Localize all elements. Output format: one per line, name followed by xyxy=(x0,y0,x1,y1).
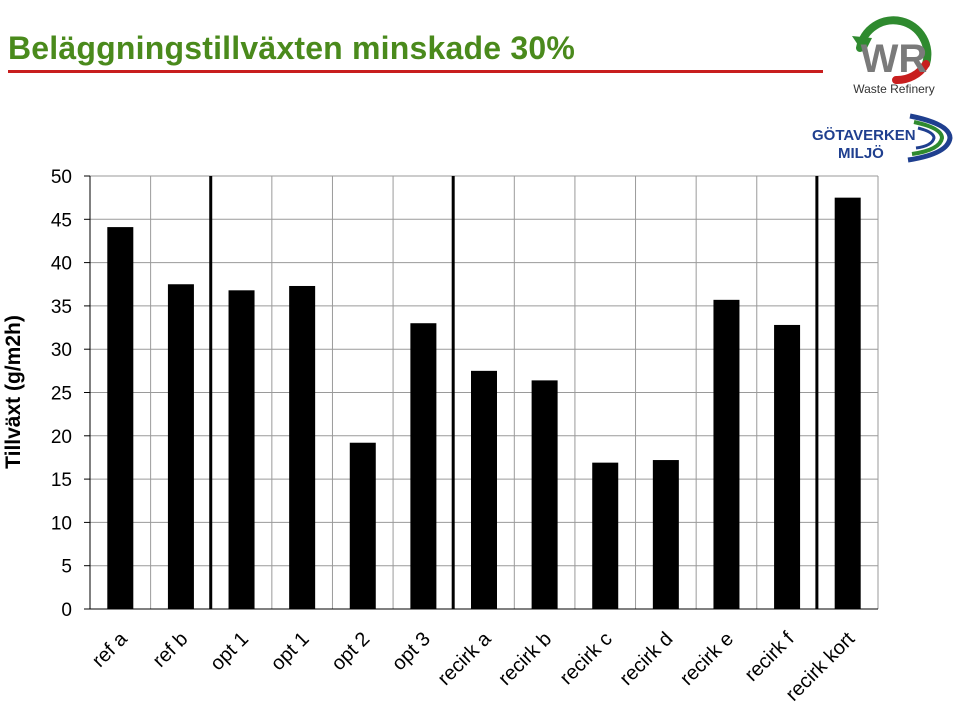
y-tick-label: 30 xyxy=(51,340,72,361)
bars xyxy=(107,197,861,609)
category-label: recirk a xyxy=(434,627,497,690)
page-title: Beläggningstillväxten minskade 30% xyxy=(8,30,575,66)
bar xyxy=(107,227,134,609)
bar xyxy=(531,380,558,609)
gv-logo-line2: MILJÖ xyxy=(838,145,884,162)
bar xyxy=(471,370,497,609)
y-axis-label: Tillväxt (g/m2h) xyxy=(2,315,25,469)
y-tick-label: 5 xyxy=(61,557,72,578)
bar xyxy=(834,197,861,609)
y-tick-label: 35 xyxy=(51,297,72,318)
category-label: recirk f xyxy=(741,628,799,686)
group-separators xyxy=(209,176,819,609)
category-label: ref b xyxy=(149,628,193,672)
gotaverken-miljo-logo: GÖTAVERKEN MILJÖ xyxy=(812,113,953,163)
bar xyxy=(167,284,194,609)
y-tick-label: 10 xyxy=(51,513,72,534)
y-tick-label: 15 xyxy=(51,470,72,491)
bar xyxy=(289,285,316,609)
category-label: recirk c xyxy=(556,628,617,689)
y-tick-label: 45 xyxy=(51,210,72,231)
y-tick-label: 20 xyxy=(51,427,72,448)
category-label: opt 1 xyxy=(267,628,314,675)
bar xyxy=(349,442,376,609)
bar xyxy=(652,460,679,609)
category-label: recirk d xyxy=(615,628,677,690)
bar xyxy=(410,323,437,609)
y-tick-label: 25 xyxy=(51,384,72,405)
bar xyxy=(713,299,740,609)
category-label: opt 2 xyxy=(327,628,374,675)
category-label: recirk b xyxy=(494,628,556,690)
bar xyxy=(592,462,619,609)
y-tick-label: 50 xyxy=(51,167,72,188)
gv-logo-line1: GÖTAVERKEN xyxy=(812,127,916,144)
category-label: ref a xyxy=(88,627,132,671)
y-tick-labels: 0 5 10 15 20 25 30 35 40 45 50 xyxy=(51,167,90,621)
wr-logo-letters: WR xyxy=(861,37,928,81)
category-label: opt 3 xyxy=(388,628,435,675)
waste-refinery-logo: WR Waste Refinery xyxy=(852,16,935,96)
y-tick-label: 0 xyxy=(61,600,72,621)
bar xyxy=(228,290,255,609)
category-label: recirk e xyxy=(676,628,738,690)
y-tick-label: 40 xyxy=(51,254,72,275)
wr-logo-caption: Waste Refinery xyxy=(853,82,935,96)
category-label: opt 1 xyxy=(206,628,253,675)
bar xyxy=(774,324,801,609)
title-underline xyxy=(8,70,823,73)
